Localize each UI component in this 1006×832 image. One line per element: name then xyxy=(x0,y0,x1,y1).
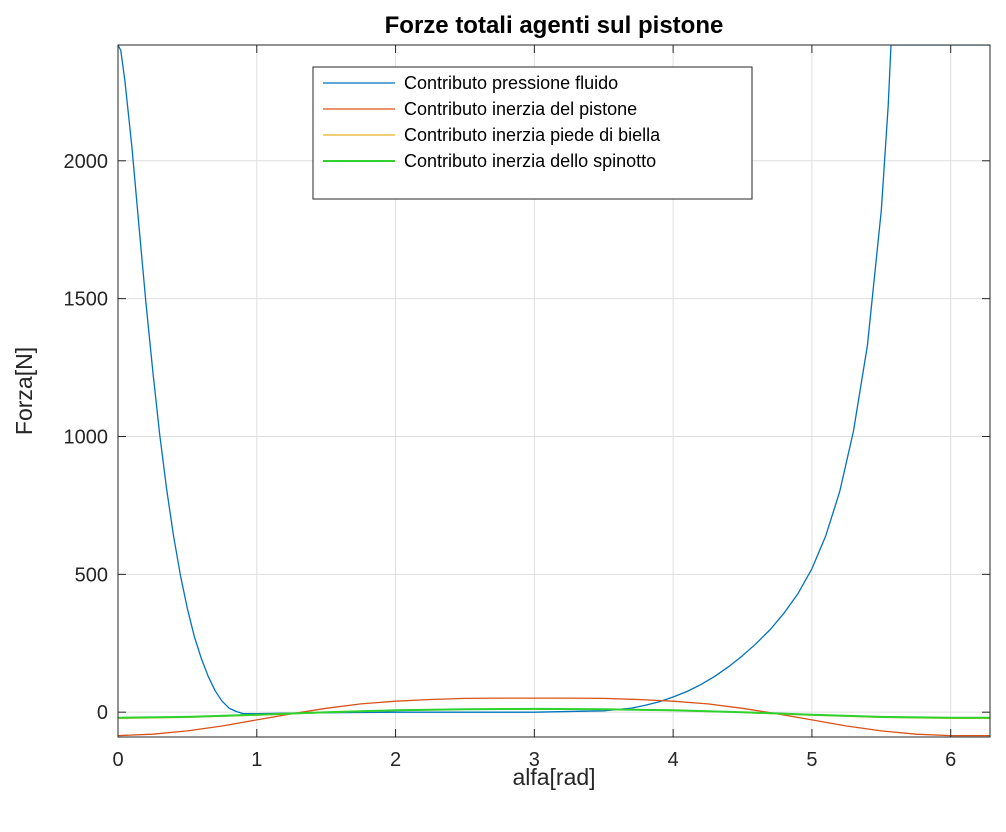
y-tick-label: 1000 xyxy=(64,426,109,448)
y-tick-label: 0 xyxy=(97,702,108,724)
plot-frame xyxy=(117,44,991,738)
legend-box xyxy=(312,66,753,200)
x-tick-label: 4 xyxy=(668,749,679,771)
y-tick-label: 500 xyxy=(75,564,108,586)
y-axis-label: Forza[N] xyxy=(11,347,37,435)
series-layer xyxy=(118,45,990,737)
x-tick-label: 2 xyxy=(390,749,401,771)
ticks: 0 1 2 3 4 5 6 0 500 1000 1500 2000 xyxy=(64,45,990,771)
legend-entry-1: Contributo pressione fluido xyxy=(404,73,618,93)
x-tick-label: 0 xyxy=(112,749,123,771)
x-tick-label: 6 xyxy=(945,749,956,771)
x-tick-label: 3 xyxy=(529,749,540,771)
x-tick-label: 5 xyxy=(806,749,817,771)
series-line-4 xyxy=(118,707,990,719)
legend: Contributo pressione fluido Contributo in… xyxy=(312,66,753,200)
legend-entry-3: Contributo inerzia piede di biella xyxy=(404,125,661,145)
chart-title: Forze totali agenti sul pistone xyxy=(385,12,724,39)
x-tick-label: 1 xyxy=(251,749,262,771)
y-tick-label: 2000 xyxy=(64,151,109,173)
legend-entry-4: Contributo inerzia dello spinotto xyxy=(404,151,656,171)
legend-entry-2: Contributo inerzia del pistone xyxy=(404,99,637,119)
y-tick-label: 1500 xyxy=(64,289,109,311)
series-line-2 xyxy=(118,697,990,737)
x-axis-label: alfa[rad] xyxy=(512,764,595,790)
